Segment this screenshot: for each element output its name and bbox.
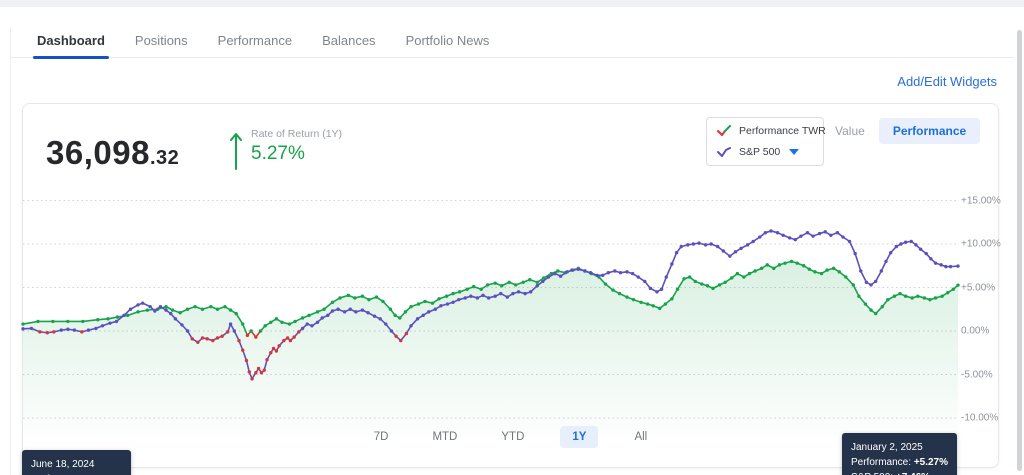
tabs: Dashboard Positions Performance Balances Por… <box>33 24 491 59</box>
toggle-value-button[interactable]: Value <box>835 124 865 138</box>
tab-bar: Dashboard Positions Performance Balances Por… <box>11 24 1014 59</box>
sp500-line-icon <box>717 147 731 157</box>
legend-label: S&P 500 <box>739 146 781 158</box>
tab-portfolio-news[interactable]: Portfolio News <box>405 32 490 48</box>
rate-of-return-value: 5.27% <box>251 143 305 164</box>
tooltip-date: January 2, 2025 <box>851 442 923 453</box>
tab-balances[interactable]: Balances <box>322 32 376 48</box>
performance-line-icon <box>717 125 731 136</box>
portfolio-value-int: 36,098 <box>46 134 150 171</box>
top-strip <box>0 0 1024 7</box>
range-button-1y[interactable]: 1Y <box>560 426 599 448</box>
range-button-7d[interactable]: 7D <box>373 431 389 443</box>
range-button-mtd[interactable]: MTD <box>432 431 458 443</box>
legend-item-performance-line: Performance TWR <box>717 125 826 137</box>
chart-tooltip-end: January 2, 2025 Performance: +5.27% S&P … <box>842 433 958 475</box>
rate-of-return-label: Rate of Return (1Y) <box>251 128 343 140</box>
tab-positions[interactable]: Positions <box>134 32 188 48</box>
legend-item-sp500-line: S&P 500 <box>717 146 813 158</box>
chevron-down-icon[interactable] <box>789 149 800 155</box>
range-button-all[interactable]: All <box>634 431 648 443</box>
performance-chart[interactable]: +15.00% +10.00% +5.00% 0.00% -5.00% -10.00% J… <box>21 191 1001 475</box>
range-buttons: 7D MTD YTD 1Y All <box>23 426 998 448</box>
y-axis-tick-label: 0.00% <box>961 325 990 337</box>
left-panel-border <box>10 28 11 475</box>
y-axis-tick-label: +5.00% <box>961 282 996 293</box>
chart-legend: Performance TWR S&P 500 <box>706 117 826 166</box>
vertical-scrollbar[interactable] <box>1017 30 1022 471</box>
view-toggle: Value Performance <box>835 118 981 144</box>
chart-canvas[interactable] <box>21 191 960 436</box>
add-edit-widgets-link[interactable]: Add/Edit Widgets <box>897 74 997 89</box>
portfolio-value: 36,098.32 <box>46 134 179 172</box>
rate-of-return-block: Rate of Return (1Y) 5.27% <box>229 128 342 171</box>
toggle-performance-button[interactable]: Performance <box>878 118 981 144</box>
tooltip-performance-row: Performance: +5.27% <box>851 457 949 468</box>
chart-tooltip-start: June 18, 2024 Performance: 0.00% S&P 500… <box>22 450 132 475</box>
up-arrow-icon <box>230 133 242 170</box>
range-button-ytd[interactable]: YTD <box>501 431 525 443</box>
tab-dashboard[interactable]: Dashboard <box>33 33 109 59</box>
y-axis-tick-label: +15.00% <box>961 195 1001 206</box>
legend-label: Performance TWR <box>739 125 826 137</box>
y-axis-tick-label: -5.00% <box>961 369 993 380</box>
portfolio-value-decimal: .32 <box>149 147 180 169</box>
y-axis-tick-label: +10.00% <box>961 238 1001 250</box>
tooltip-sp500-row: S&P 500: +7.46% <box>851 470 948 475</box>
tab-performance[interactable]: Performance <box>217 32 293 48</box>
y-axis-tick-label: -10.00% <box>961 412 999 424</box>
performance-widget-card: 36,098.32 Rate of Return (1Y) 5.27% Perf… <box>21 103 1001 475</box>
tooltip-date: June 18, 2024 <box>31 459 95 470</box>
